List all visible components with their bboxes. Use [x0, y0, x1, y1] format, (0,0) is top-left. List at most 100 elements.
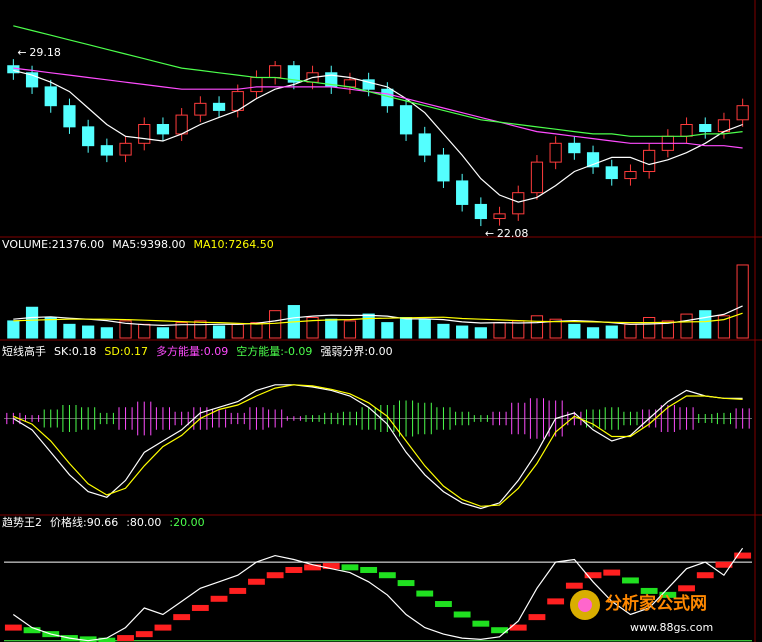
volume-bar: [680, 313, 693, 339]
volume-bar: [643, 317, 656, 339]
candle-body: [493, 213, 506, 220]
volume-bar: [269, 310, 282, 339]
volume-bar: [44, 317, 57, 339]
candle-body: [474, 203, 487, 220]
trend-step: [528, 614, 546, 621]
legend-entry: 价格线:90.66: [50, 515, 118, 529]
candle-body: [512, 192, 525, 215]
candle-body: [194, 102, 207, 116]
volume-bar: [343, 320, 357, 339]
trend-step: [135, 631, 153, 638]
volume-bar: [699, 310, 712, 339]
trend-step: [304, 564, 321, 571]
candle-body: [586, 152, 600, 168]
watermark: 分析家公式网 www.88gs.com: [570, 590, 713, 634]
price-line: [12, 547, 744, 642]
trend-step: [397, 580, 415, 587]
candle-body: [175, 114, 188, 135]
candle-body: [138, 124, 151, 144]
volume-bar: [399, 317, 413, 339]
candle-body: [643, 149, 656, 173]
moving-average-line: [13, 25, 743, 137]
trend-step: [678, 585, 695, 592]
candle-body: [680, 124, 693, 137]
annotation: 29.18: [29, 46, 60, 59]
candle-body: [287, 65, 300, 83]
volume-bar: [231, 323, 244, 339]
legend-entry: SK:0.18: [54, 345, 96, 358]
trend-step: [79, 636, 97, 642]
indicator-line: [13, 384, 743, 507]
candle-body: [119, 142, 132, 156]
annotation-arrow: ←: [17, 46, 26, 59]
trend-step: [622, 577, 639, 584]
volume-bar: [568, 323, 581, 339]
trend-step: [173, 614, 191, 621]
candle-body: [456, 180, 469, 205]
volume-bar: [25, 306, 39, 339]
trend-step: [565, 582, 583, 589]
trend-step: [640, 587, 658, 594]
trend-step: [435, 601, 452, 608]
trend-step: [416, 590, 434, 597]
trend-step: [453, 611, 471, 618]
trend-step: [266, 572, 284, 579]
trend-step: [715, 561, 733, 568]
volume-bar: [605, 325, 618, 339]
watermark-name: 分析家公式网: [605, 593, 707, 614]
annotation-arrow: ←: [485, 227, 494, 240]
trend-step: [509, 624, 527, 631]
moving-average-line: [13, 69, 743, 203]
candle-body: [250, 76, 263, 93]
trend-step: [603, 569, 621, 576]
candle-body: [212, 102, 226, 111]
trend-step: [341, 564, 359, 571]
volume-bar: [100, 327, 113, 339]
trend-step: [117, 635, 134, 642]
trend-step: [98, 637, 116, 642]
candle-body: [530, 161, 544, 194]
volume-bar: [362, 313, 375, 339]
volume-ma-line: [13, 305, 743, 327]
legend-entry: MA5:9398.00: [112, 238, 185, 251]
candle-body: [25, 72, 39, 88]
trend-step: [23, 627, 41, 634]
moving-average-line: [13, 67, 743, 149]
volume-bar: [381, 322, 394, 339]
volume-ma-line: [13, 312, 743, 325]
volume-bar: [7, 320, 20, 339]
volume-bar: [717, 315, 731, 339]
candle-body: [44, 86, 57, 107]
trend-step: [696, 572, 714, 579]
trend-step: [322, 563, 340, 570]
candle-body: [418, 133, 431, 156]
volume-bar: [194, 320, 207, 339]
trend-step: [285, 566, 303, 573]
candle-body: [437, 154, 450, 182]
trend-step: [659, 591, 677, 598]
candle-body: [624, 171, 637, 180]
candle-body: [699, 124, 712, 133]
volume-bar: [586, 327, 600, 339]
candle-body: [736, 105, 749, 121]
trend-step: [248, 578, 265, 585]
volume-bar: [156, 327, 170, 339]
candle-body: [63, 105, 76, 128]
volume-bar: [250, 322, 263, 339]
annotation: 22.08: [497, 227, 528, 240]
watermark-logo: [578, 598, 592, 612]
watermark-url: www.88gs.com: [630, 621, 713, 634]
volume-bar: [493, 322, 506, 339]
trend-step: [210, 595, 228, 602]
legend-entry: 强弱分界:0.00: [320, 345, 392, 358]
legend-entry: 空方能量:-0.09: [236, 344, 312, 358]
volume-bar: [549, 318, 562, 339]
candle-body: [156, 124, 170, 135]
volume-bar: [474, 327, 487, 339]
candle-body: [82, 126, 95, 147]
trend-step: [4, 624, 22, 631]
volume-bar: [306, 317, 319, 339]
candle-body: [568, 142, 581, 154]
trend-step: [584, 572, 602, 579]
